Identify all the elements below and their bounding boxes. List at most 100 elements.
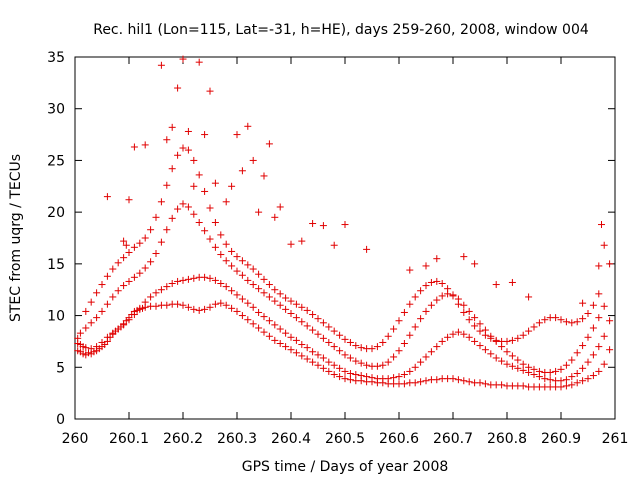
data-point [298,303,306,311]
data-point [141,141,149,149]
data-point [449,292,457,300]
data-point [201,305,209,313]
data-point [120,321,128,329]
data-point [120,282,128,290]
data-point [498,381,506,389]
data-point [400,371,408,379]
data-point [562,318,570,326]
data-point [606,346,614,354]
data-point [152,302,160,310]
data-point [87,345,95,353]
data-point [168,123,176,131]
data-point [141,264,149,272]
data-point [417,315,425,323]
data-point [260,172,268,180]
data-point [309,311,317,319]
data-point [238,257,246,265]
data-point [471,260,479,268]
data-point [276,290,284,298]
data-point [341,351,349,359]
data-point [314,315,322,323]
data-point [152,289,160,297]
data-point [206,204,214,212]
data-point [168,280,176,288]
data-point [433,376,441,384]
data-point [120,237,128,245]
data-point [525,293,533,301]
data-point [422,282,430,290]
data-point [460,377,468,385]
data-point [600,332,608,340]
data-point [406,300,414,308]
data-point [163,226,171,234]
data-point [400,380,408,388]
data-point [282,305,290,313]
data-point [211,276,219,284]
data-point [379,361,387,369]
data-point [222,257,230,265]
data-point [395,347,403,355]
data-point [244,122,252,130]
data-point [363,373,371,381]
data-point [492,281,500,289]
data-point [433,277,441,285]
data-point [481,380,489,388]
data-point [109,329,117,337]
data-point [406,266,414,274]
data-point [249,265,257,273]
data-point [384,358,392,366]
data-point [460,301,468,309]
y-tick-label: 10 [47,309,65,325]
data-point [184,127,192,135]
data-point [228,262,236,270]
data-point [125,196,133,204]
data-point [201,227,209,235]
data-point [206,235,214,243]
data-point [292,336,300,344]
data-point [492,354,500,362]
data-point [568,319,576,327]
data-point [249,156,257,164]
data-point [309,348,317,356]
data-point [444,333,452,341]
data-point [444,285,452,293]
data-point [346,369,354,377]
data-point [546,368,554,376]
data-point [346,376,354,384]
data-point [460,330,468,338]
data-point [438,337,446,345]
data-point [471,337,479,345]
data-point [287,333,295,341]
data-point [330,327,338,335]
data-point [130,143,138,151]
data-point [503,348,511,356]
data-point [330,361,338,369]
data-point [346,354,354,362]
data-point [325,358,333,366]
data-point [157,198,165,206]
data-point [433,255,441,263]
data-point [341,367,349,375]
data-point [319,319,327,327]
data-point [465,307,473,315]
data-point [390,325,398,333]
data-point [595,367,603,375]
data-point [557,316,565,324]
data-point [211,218,219,226]
data-point [222,283,230,291]
data-point [190,305,198,313]
data-point [206,87,214,95]
data-point [476,379,484,387]
data-point [287,297,295,305]
data-point [514,334,522,342]
data-point [244,316,252,324]
data-point [174,84,182,92]
data-point [309,358,317,366]
data-point [303,306,311,314]
data-point [174,300,182,308]
data-point [179,55,187,63]
data-point [487,334,495,342]
y-tick-label: 0 [56,412,65,428]
data-point [174,151,182,159]
data-point [595,290,603,298]
